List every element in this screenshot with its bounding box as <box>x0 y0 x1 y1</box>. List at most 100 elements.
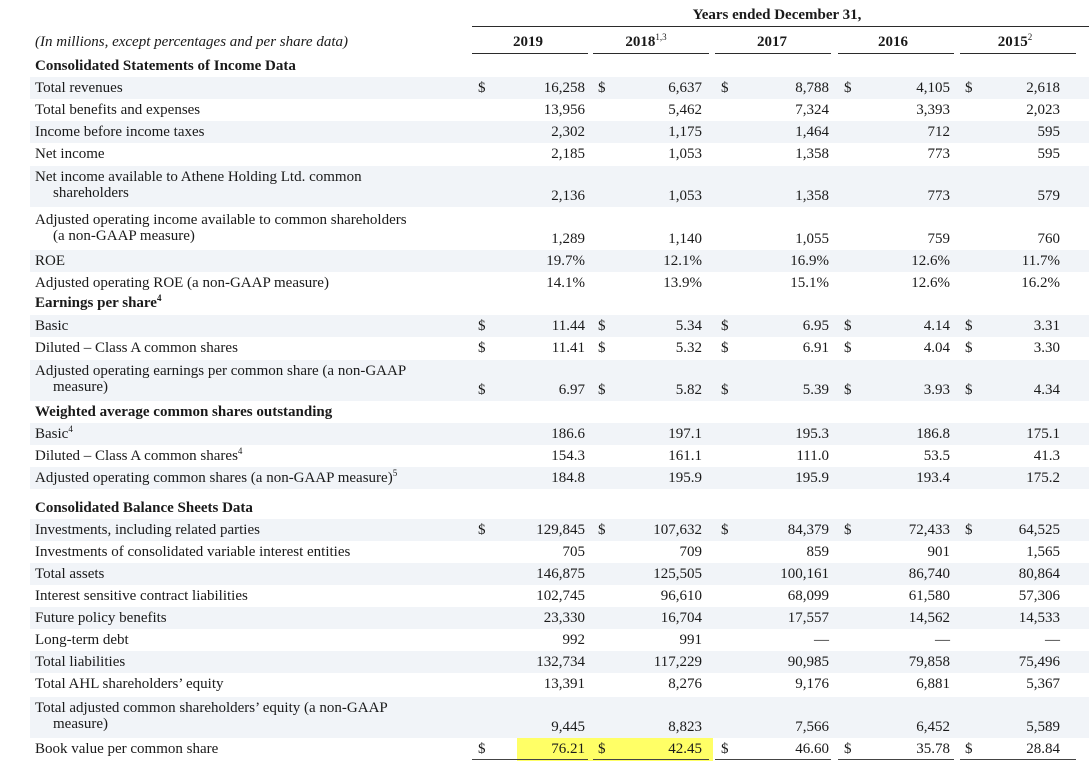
table-row: Total adjusted common shareholders’ equi… <box>30 697 1089 738</box>
table-cell-2015: 41.3 <box>1033 448 1060 464</box>
table-cell-2015: 80,864 <box>1018 566 1060 582</box>
table-cell-2018: 42.45 <box>668 741 702 757</box>
section-header-row: Weighted average common shares outstandi… <box>30 401 1089 423</box>
row-label: Diluted – Class A common shares4 <box>35 447 455 465</box>
table-cell-2019: 154.3 <box>551 448 585 464</box>
row-label-text: Total liabilities <box>35 654 126 670</box>
dollar-sign: $ <box>598 80 606 96</box>
footnote-marker: 2 <box>1027 32 1033 42</box>
row-label-text: Consolidated Balance Sheets Data <box>35 500 253 516</box>
table-cell-2019: 13,391 <box>543 676 585 692</box>
table-cell-2018: 13.9% <box>663 275 702 291</box>
table-cell-2015: 3.31 <box>1033 318 1060 334</box>
table-cell-2017: 7,566 <box>795 719 829 735</box>
table-cell-2018: 709 <box>679 544 703 560</box>
table-cell-2017: — <box>814 632 829 648</box>
table-cell-2016: 759 <box>927 231 951 247</box>
table-cell-2016: 6,881 <box>916 676 950 692</box>
table-row: Total AHL shareholders’ equity 13,391 8,27… <box>30 673 1089 695</box>
row-label: Total revenues <box>35 80 455 96</box>
table-row: Basic4 186.6 197.1 195.3 186.8 175.1 <box>30 423 1089 445</box>
column-header-year: 2016 <box>878 34 908 50</box>
dollar-sign: $ <box>598 522 606 538</box>
column-header-2016: 2016 <box>833 31 953 53</box>
table-cell-2017: 1,358 <box>795 188 829 204</box>
table-cell-2019: 705 <box>562 544 586 560</box>
table-cell-2018: 107,632 <box>653 522 702 538</box>
table-cell-2015: 5,367 <box>1026 676 1060 692</box>
table-cell-2017: 5.39 <box>802 382 829 398</box>
row-label: Investments of consolidated variable int… <box>35 544 455 560</box>
table-row: Diluted – Class A common shares $11.41 $5.… <box>30 337 1089 359</box>
dollar-sign: $ <box>598 340 606 356</box>
table-cell-2019: 992 <box>562 632 586 648</box>
table-cell-2017: 1,464 <box>795 124 829 140</box>
table-cell-2015: 64,525 <box>1018 522 1060 538</box>
row-label-continuation: measure) <box>53 379 108 395</box>
row-label-text: Total AHL shareholders’ equity <box>35 676 224 692</box>
table-cell-2017: 84,379 <box>787 522 829 538</box>
table-cell-2015: 14,533 <box>1018 610 1060 626</box>
table-row: Future policy benefits 23,330 16,704 17,557… <box>30 607 1089 629</box>
row-label-text: Future policy benefits <box>35 610 167 626</box>
table-cell-2018: 5.32 <box>675 340 702 356</box>
total-underline <box>838 759 954 760</box>
table-row: Adjusted operating earnings per common s… <box>30 360 1089 401</box>
footnote-marker: 4 <box>68 424 73 434</box>
table-cell-2016: 6,452 <box>916 719 950 735</box>
table-cell-2019: 132,734 <box>536 654 585 670</box>
table-cell-2016: 61,580 <box>908 588 950 604</box>
table-cell-2016: 773 <box>927 188 951 204</box>
dollar-sign: $ <box>721 80 729 96</box>
table-row: Diluted – Class A common shares4 154.3 161… <box>30 445 1089 467</box>
row-label-text: Total benefits and expenses <box>35 102 201 118</box>
table-cell-2017: 1,358 <box>795 146 829 162</box>
column-header-year: 2019 <box>513 34 543 50</box>
table-cell-2016: — <box>935 632 950 648</box>
table-cell-2019: 2,185 <box>551 146 585 162</box>
dollar-sign: $ <box>844 522 852 538</box>
table-cell-2017: 111.0 <box>796 448 829 464</box>
row-label-text: Basic <box>35 426 69 442</box>
row-label-text: ROE <box>35 253 65 269</box>
row-label: Basic4 <box>35 424 455 443</box>
row-label: Investments, including related parties <box>35 522 455 538</box>
column-header-year: 2017 <box>757 34 787 50</box>
dollar-sign: $ <box>478 340 486 356</box>
row-label: Interest sensitive contract liabilities <box>35 588 455 604</box>
table-row: Total revenues $16,258 $6,637 $8,788 $4,105 $… <box>30 77 1089 99</box>
row-label-text: Investments, including related parties <box>35 522 260 538</box>
dollar-sign: $ <box>721 741 729 757</box>
dollar-sign: $ <box>965 340 973 356</box>
dollar-sign: $ <box>478 382 486 398</box>
table-cell-2019: 2,136 <box>551 188 585 204</box>
years-header-rule <box>472 26 1089 27</box>
dollar-sign: $ <box>965 382 973 398</box>
table-row: Total benefits and expenses 13,956 5,462 7,… <box>30 99 1089 121</box>
table-cell-2019: 146,875 <box>536 566 585 582</box>
years-header: Years ended December 31, <box>692 7 862 23</box>
table-cell-2015: 2,023 <box>1026 102 1060 118</box>
row-label-text: Earnings per share <box>35 295 157 311</box>
table-row: Total assets 146,875 125,505 100,161 86,740 8… <box>30 563 1089 585</box>
table-cell-2015: 75,496 <box>1018 654 1060 670</box>
column-header-2018: 20181,3 <box>586 31 706 53</box>
row-label: Net income available to Athene Holding L… <box>35 169 455 201</box>
table-cell-2018: 1,140 <box>668 231 702 247</box>
row-label: Weighted average common shares outstandi… <box>35 404 455 420</box>
table-cell-2016: 193.4 <box>916 470 950 486</box>
table-cell-2017: 859 <box>806 544 830 560</box>
dollar-sign: $ <box>844 340 852 356</box>
row-label: Total adjusted common shareholders’ equi… <box>35 700 455 732</box>
row-label-text: Diluted – Class A common shares <box>35 340 238 356</box>
table-cell-2018: 1,053 <box>668 188 702 204</box>
section-header-row: Earnings per share4 <box>30 292 1089 314</box>
row-label: Earnings per share4 <box>35 294 455 312</box>
dollar-sign: $ <box>844 741 852 757</box>
table-cell-2019: 11.44 <box>551 318 585 334</box>
row-label: Book value per common share <box>35 741 455 757</box>
table-cell-2018: 195.9 <box>668 470 702 486</box>
row-label-text: Total assets <box>35 566 105 582</box>
column-header-rule <box>715 53 831 54</box>
